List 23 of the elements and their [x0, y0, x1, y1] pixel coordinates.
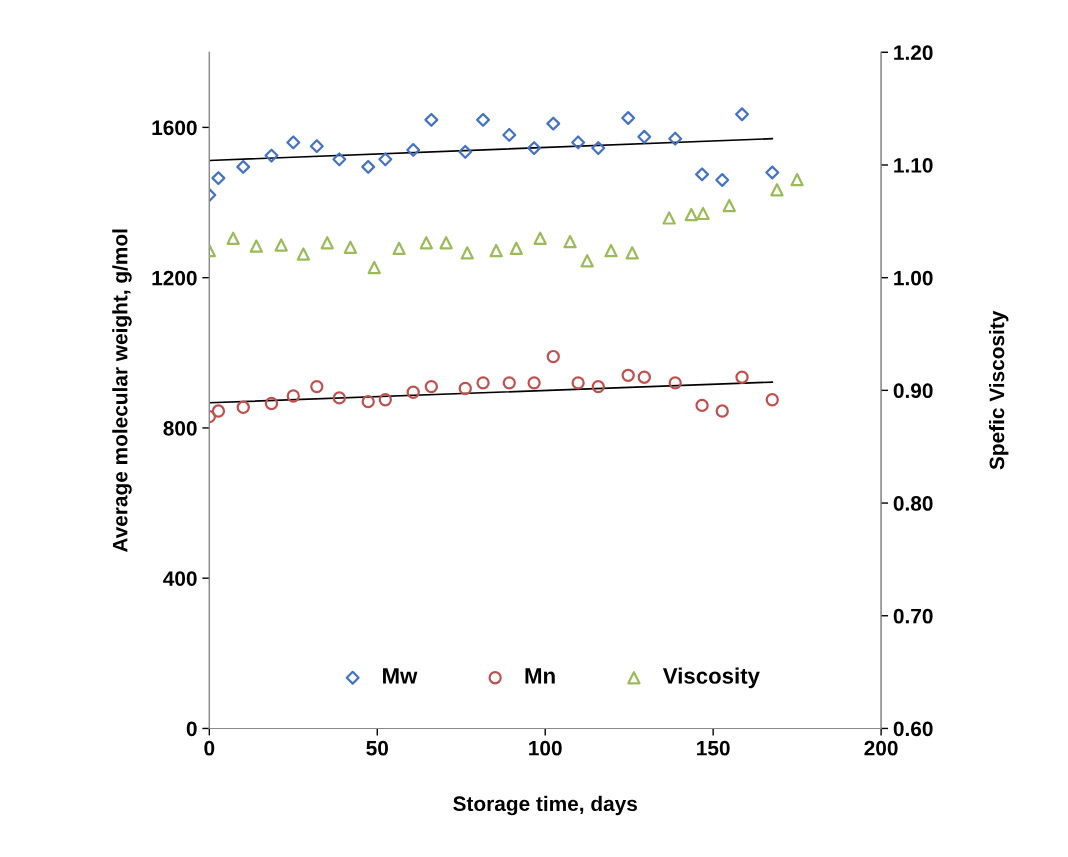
- y-tick-label: 400: [163, 571, 197, 586]
- y2-tick-label: 0.60: [893, 721, 933, 737]
- y2-tick-label: 1.10: [894, 157, 933, 173]
- y2-tick-label: 1.20: [894, 45, 933, 61]
- y-tick-label: 0: [186, 721, 197, 737]
- y2-tick-label: 0.80: [893, 496, 933, 511]
- x-tick-label: 50: [366, 740, 388, 756]
- y2-axis-title: Spefic Viscosity: [989, 310, 1009, 470]
- y2-tick-label: 1.00: [894, 270, 933, 286]
- x-tick-label: 100: [529, 740, 562, 756]
- x-tick-label: 150: [697, 740, 730, 756]
- y-tick-label: 1200: [152, 270, 197, 286]
- legend-label: Viscosity: [662, 667, 760, 689]
- y-axis-title: Average molecular weight, g/mol: [112, 229, 132, 553]
- y2-tick-label: 0.90: [893, 383, 933, 399]
- x-tick-label: 0: [204, 740, 215, 756]
- y-tick-label: 1600: [152, 120, 197, 136]
- y-tick-label: 800: [163, 420, 197, 436]
- legend-label: Mn: [525, 668, 555, 684]
- legend-label: Mw: [383, 668, 418, 684]
- x-axis-title: Storage time, days: [453, 795, 637, 816]
- x-tick-label: 200: [864, 740, 898, 756]
- y2-tick-label: 0.70: [893, 608, 933, 624]
